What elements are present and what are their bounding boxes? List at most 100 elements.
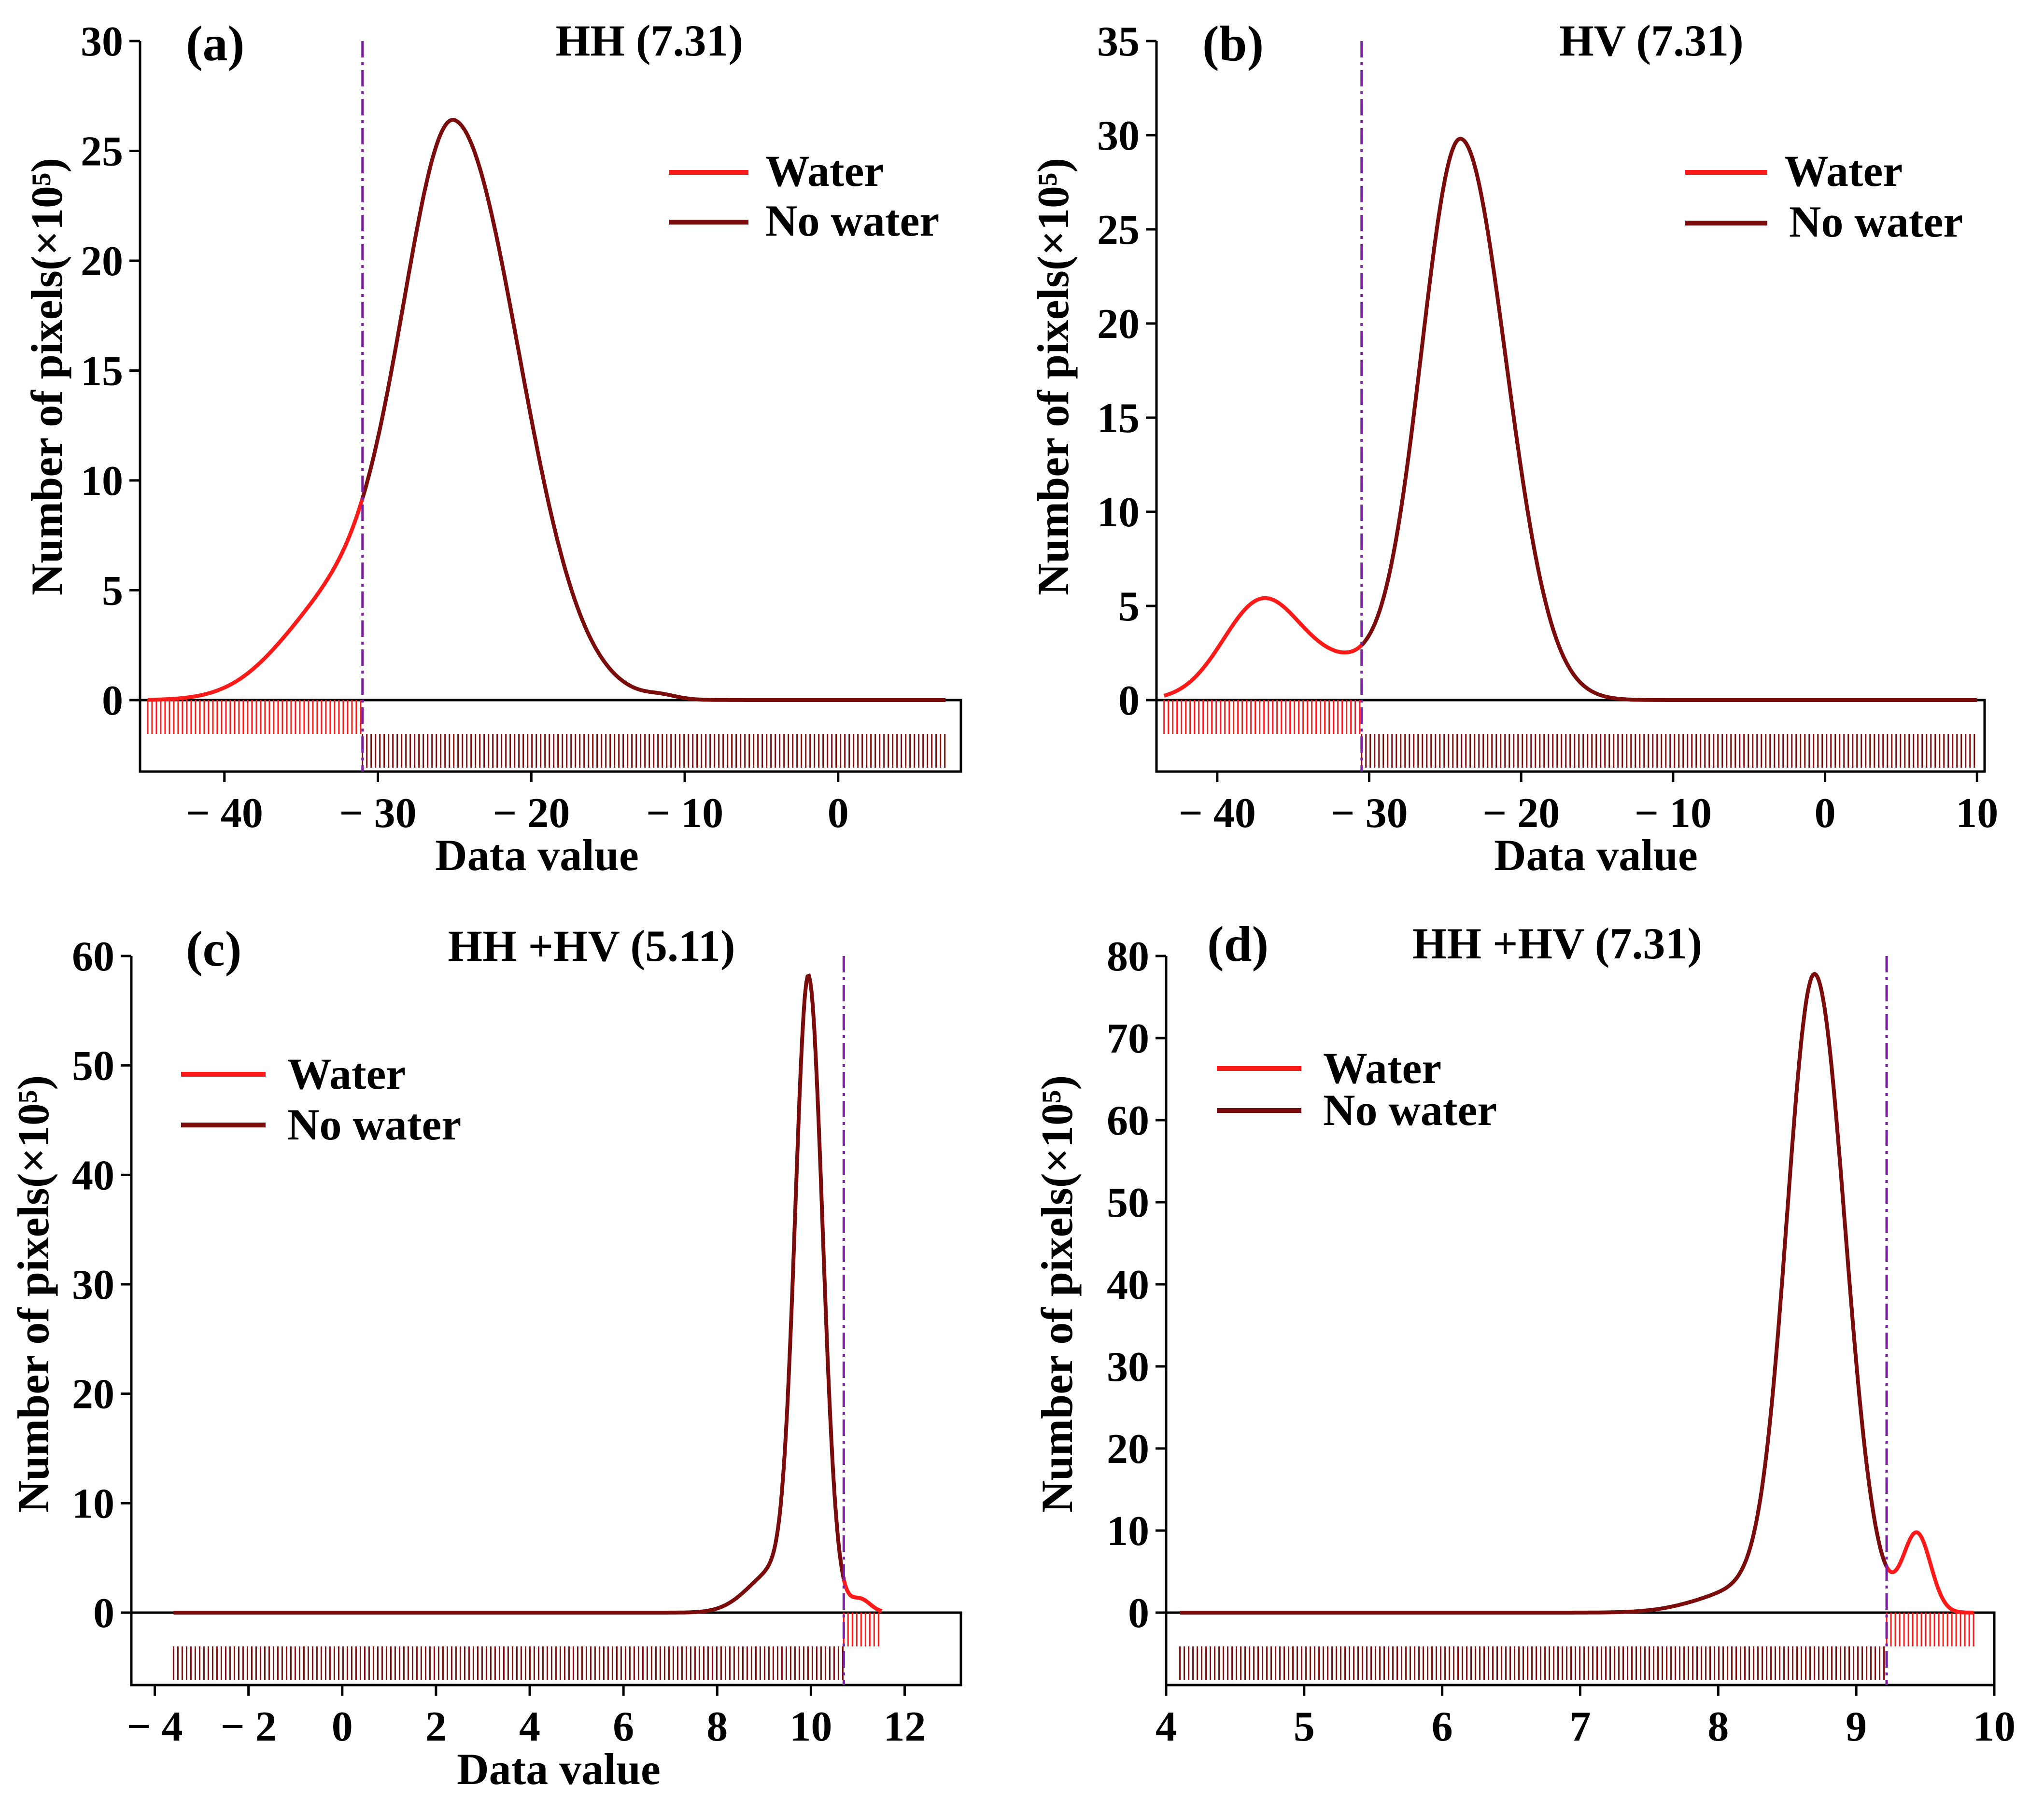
- x-tick-label: 2: [425, 1703, 447, 1750]
- y-tick-label: 30: [81, 18, 123, 65]
- panel-d-title: HH +HV (7.31): [1412, 919, 1702, 968]
- x-tick-label: 6: [1432, 1703, 1453, 1750]
- x-tick-label: − 10: [1635, 790, 1712, 837]
- legend-water-label: Water: [287, 1049, 406, 1098]
- y-tick-label: 30: [1097, 112, 1140, 159]
- y-tick-label: 50: [1107, 1180, 1149, 1226]
- y-tick-label: 0: [93, 1590, 114, 1637]
- legend-water-label: Water: [1784, 146, 1903, 196]
- legend-water-label: Water: [765, 146, 884, 196]
- y-tick-label: 30: [72, 1262, 114, 1308]
- no-water-rug-marks: [172, 1646, 844, 1680]
- panel-b-legend: Water No water: [1685, 146, 1963, 246]
- legend-no-water-label: No water: [1323, 1085, 1497, 1135]
- no-water-rug-marks: [1179, 1646, 1885, 1680]
- no-water-curve: [1360, 137, 1977, 702]
- y-tick-label: 50: [72, 1043, 114, 1090]
- y-tick-label: 30: [1107, 1344, 1149, 1391]
- legend-no-water-label: No water: [765, 196, 939, 245]
- y-tick-label: 25: [1097, 207, 1140, 253]
- panel-a-y-axis-label: Number of pixels(×10⁵): [22, 158, 71, 595]
- y-tick-label: 60: [72, 933, 114, 980]
- x-tick-label: − 30: [339, 790, 416, 837]
- y-tick-label: 70: [1107, 1015, 1149, 1062]
- y-tick-label: 10: [72, 1480, 114, 1527]
- x-tick-label: 8: [706, 1703, 728, 1750]
- panel-c-label: (c): [186, 921, 241, 977]
- y-tick-label: 5: [1118, 583, 1140, 630]
- y-tick-label: 5: [102, 568, 123, 615]
- panel-b-label: (b): [1202, 16, 1264, 71]
- y-tick-label: 20: [81, 238, 123, 285]
- y-tick-label: 0: [1128, 1590, 1149, 1637]
- y-tick-label: 25: [81, 128, 123, 175]
- x-tick-label: 10: [1973, 1703, 2016, 1750]
- no-water-curve: [1180, 971, 1889, 1615]
- y-tick-label: 20: [72, 1371, 114, 1418]
- x-tick-label: 4: [519, 1703, 540, 1750]
- water-rug-marks: [1163, 700, 1361, 734]
- water-rug-marks: [1886, 1613, 1974, 1646]
- x-tick-label: − 20: [1482, 790, 1560, 837]
- x-tick-label: − 10: [646, 790, 723, 837]
- x-tick-label: − 40: [186, 790, 263, 837]
- y-tick-label: 0: [1118, 677, 1140, 724]
- y-tick-label: 20: [1107, 1426, 1149, 1473]
- panel-c-legend: Water No water: [181, 1049, 461, 1149]
- x-tick-label: 4: [1156, 1703, 1177, 1750]
- panel-a: (a) HH (7.31) Number of pixels(×10⁵) Dat…: [22, 16, 962, 880]
- y-tick-label: 10: [81, 458, 123, 505]
- x-tick-label: 0: [828, 790, 849, 837]
- x-tick-label: 10: [1956, 790, 1998, 837]
- x-tick-label: 6: [613, 1703, 634, 1750]
- panel-b: (b) HV (7.31) Number of pixels(×10⁵) Dat…: [1029, 16, 1998, 880]
- y-tick-label: 40: [1107, 1262, 1149, 1308]
- panel-d-y-axis-label: Number of pixels(×10⁵): [1032, 1075, 1082, 1513]
- y-tick-label: 35: [1097, 18, 1140, 65]
- x-tick-label: 7: [1570, 1703, 1591, 1750]
- y-tick-label: 10: [1107, 1508, 1149, 1555]
- legend-no-water-label: No water: [287, 1100, 461, 1149]
- rug-strip-frame: [139, 699, 962, 773]
- x-tick-label: − 30: [1330, 790, 1408, 837]
- x-tick-label: − 2: [221, 1703, 277, 1750]
- x-tick-label: 10: [789, 1703, 832, 1750]
- x-tick-label: 12: [884, 1703, 926, 1750]
- y-tick-label: 60: [1107, 1097, 1149, 1144]
- panel-a-legend: Water No water: [669, 146, 939, 245]
- legend-water-label: Water: [1323, 1043, 1441, 1093]
- panel-a-label: (a): [186, 16, 244, 71]
- water-curve: [1163, 596, 1363, 698]
- water-curve: [147, 497, 365, 702]
- x-tick-label: − 40: [1179, 790, 1256, 837]
- x-tick-label: 0: [332, 1703, 353, 1750]
- panel-b-title: HV (7.31): [1559, 16, 1744, 65]
- x-tick-label: 0: [1815, 790, 1836, 837]
- x-tick-label: 9: [1846, 1703, 1867, 1750]
- panel-c-x-axis-label: Data value: [457, 1744, 661, 1794]
- water-curve: [1885, 1530, 1974, 1615]
- panel-b-x-axis-label: Data value: [1494, 830, 1698, 880]
- no-water-rug-marks: [362, 734, 946, 768]
- water-curve: [842, 1578, 883, 1613]
- panel-d-label: (d): [1207, 916, 1269, 972]
- panel-d: (d) HH +HV (7.31) Number of pixels(×10⁵)…: [1032, 916, 2016, 1750]
- legend-no-water-label: No water: [1789, 197, 1963, 246]
- no-water-curve: [360, 118, 946, 702]
- y-tick-label: 15: [1097, 395, 1140, 442]
- no-water-rug-marks: [1361, 734, 1975, 768]
- x-tick-label: 5: [1294, 1703, 1315, 1750]
- water-rug-marks: [843, 1613, 879, 1646]
- panel-a-title: HH (7.31): [556, 16, 743, 65]
- y-tick-label: 10: [1097, 489, 1140, 536]
- panel-c: (c) HH +HV (5.11) Number of pixels(×10⁵)…: [9, 921, 962, 1794]
- y-tick-label: 40: [72, 1152, 114, 1199]
- panel-d-legend: Water No water: [1217, 1043, 1497, 1135]
- y-tick-label: 20: [1097, 301, 1140, 348]
- no-water-curve: [173, 973, 846, 1615]
- panel-c-title: HH +HV (5.11): [448, 921, 735, 970]
- panel-b-y-axis-label: Number of pixels(×10⁵): [1029, 158, 1078, 595]
- y-tick-label: 0: [102, 677, 123, 724]
- rug-strip-frame: [1155, 699, 1986, 773]
